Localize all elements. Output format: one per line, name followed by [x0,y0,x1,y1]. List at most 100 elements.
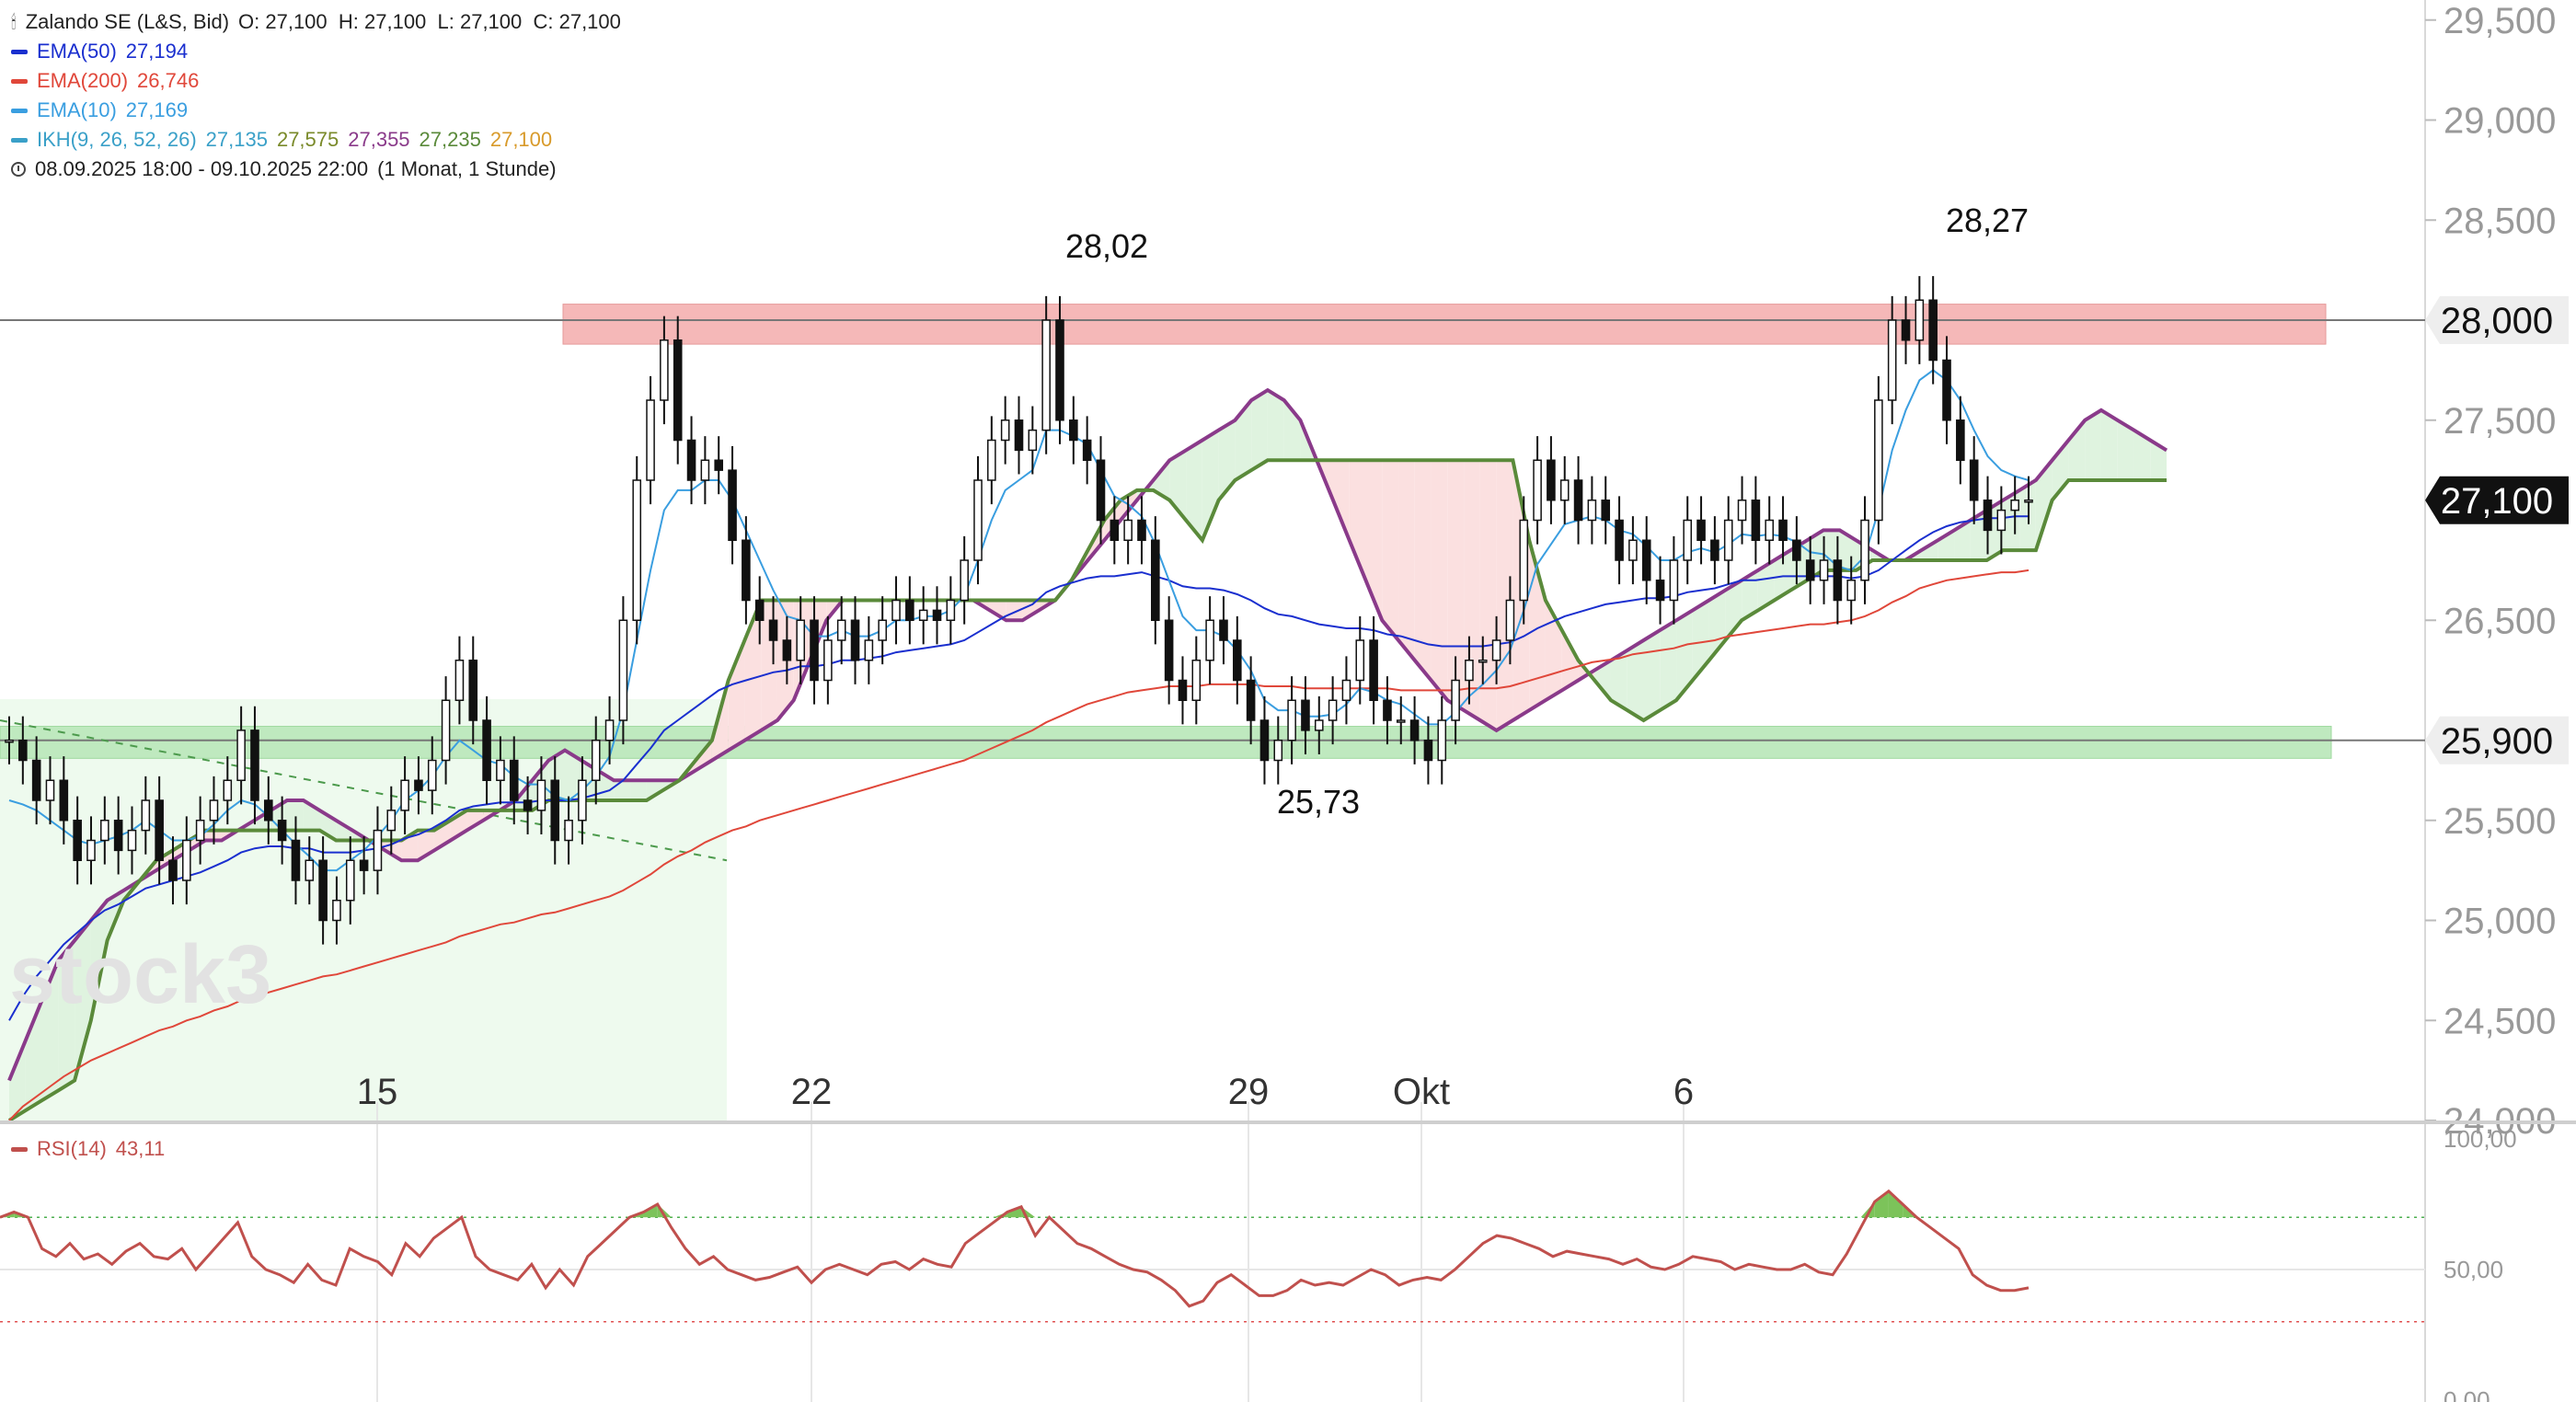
cloud-segment [1529,540,1546,711]
rsi-overbought-fill [1888,1190,1903,1218]
candle-up [305,859,315,881]
candle-up [1737,500,1747,522]
cloud-segment [1479,460,1497,730]
candle-up [1287,699,1296,741]
cloud-segment [1332,460,1350,541]
candle-up [5,740,14,743]
candle-down [1696,519,1706,541]
x-tick-label: 6 [1673,1072,1694,1112]
candle-down [73,820,82,861]
candle-up [86,839,96,861]
cloud-segment [1774,550,1791,601]
resistance-zone [562,304,2327,345]
rsi-tick-label: 50,00 [2444,1256,2503,1283]
ichimoku-cloud [7,387,2168,1122]
candle-down [1082,439,1092,461]
cloud-segment [9,1040,26,1120]
rsi-tick-label: 100,00 [2444,1125,2517,1153]
rsi-panel: 100,00 50,00 0,00 [0,1125,2517,1402]
cloud-segment [2117,419,2134,480]
cloud-segment [2035,460,2053,551]
candle-down [1792,539,1801,561]
candle-up [1273,740,1283,762]
cloud-segment [1251,390,1268,471]
rsi-overbought-fill [1860,1201,1875,1218]
candle-down [728,469,737,541]
candle-down [1259,719,1270,762]
candle-up [1860,519,1869,581]
cloud-segment [1414,460,1432,681]
candle-up [823,639,833,682]
cloud-segment [1561,630,1579,691]
candle-down [250,730,259,801]
legend-ikh[interactable]: IKH(9, 26, 52, 26) 27,135 27,575 27,355 … [11,125,621,155]
candle-up [578,779,587,822]
cloud-segment [1692,600,1709,681]
ema50-value: 27,194 [125,40,189,63]
cloud-segment [1202,430,1219,541]
candle-down [31,759,41,801]
candle-up [454,660,465,701]
candle-up [127,829,137,852]
rsi-label: RSI(14) [37,1137,107,1160]
candle-up [427,759,437,791]
candle-up [1000,419,1010,442]
cloud-segment [1938,530,1955,560]
resistance-price-tag: 28,000 [2425,296,2569,344]
cloud-segment [1676,610,1693,701]
candle-up [141,799,151,832]
candle-up [987,439,996,481]
cloud-segment [155,850,173,871]
candle-up [1191,660,1202,701]
legend-ema10[interactable]: EMA(10) 27,169 [11,96,621,125]
candle-down [1615,519,1624,561]
candle-down [1969,459,1979,501]
candle-up [1328,699,1338,721]
candles-layer [5,276,2033,945]
current-price-tag-text: 27,100 [2441,481,2553,522]
candle-down [1219,619,1228,641]
ikh-value-3: 27,355 [348,128,410,151]
candle-down [359,859,369,871]
candle-down [168,859,178,881]
legend-ema50[interactable]: EMA(50) 27,194 [11,37,621,66]
candle-down [1901,319,1911,341]
cloud-segment [1742,569,1758,621]
candle-up [973,479,983,561]
candle-up [1041,319,1051,431]
cloud-segment [1464,460,1480,720]
cloud-segment [1267,390,1284,461]
legend-ema200[interactable]: EMA(200) 26,746 [11,66,621,96]
candle-up [1341,679,1351,701]
candle-up [836,619,846,641]
candle-down [1655,580,1665,602]
cloud-segment [1447,460,1465,711]
candle-down [414,779,423,791]
candle-down [1573,479,1583,522]
cloud-segment [1365,460,1383,621]
cloud-segment [41,960,59,1101]
cloud-segment [1382,460,1399,640]
candle-up [400,779,409,811]
rsi-legend[interactable]: RSI(14) 43,11 [11,1137,165,1161]
candle-up [1819,559,1829,581]
candle-down [932,609,942,621]
ikh-value-2: 27,575 [276,128,339,151]
cloud-segment [1757,560,1775,611]
candle-up [45,779,55,801]
candle-up [1519,519,1529,602]
cloud-segment [1186,440,1202,541]
cloud-segment [2085,409,2101,480]
candle-down [1956,419,1965,461]
ema10-swatch [11,108,28,113]
x-tick-label: Okt [1393,1072,1450,1112]
cloud-segment [1431,460,1448,701]
candle-down [810,619,819,682]
rsi-swatch [11,1146,28,1152]
support-price-tag: 25,900 [2425,716,2569,764]
candle-down [468,660,478,721]
cloud-segment [1610,649,1627,711]
candle-down [482,719,491,781]
